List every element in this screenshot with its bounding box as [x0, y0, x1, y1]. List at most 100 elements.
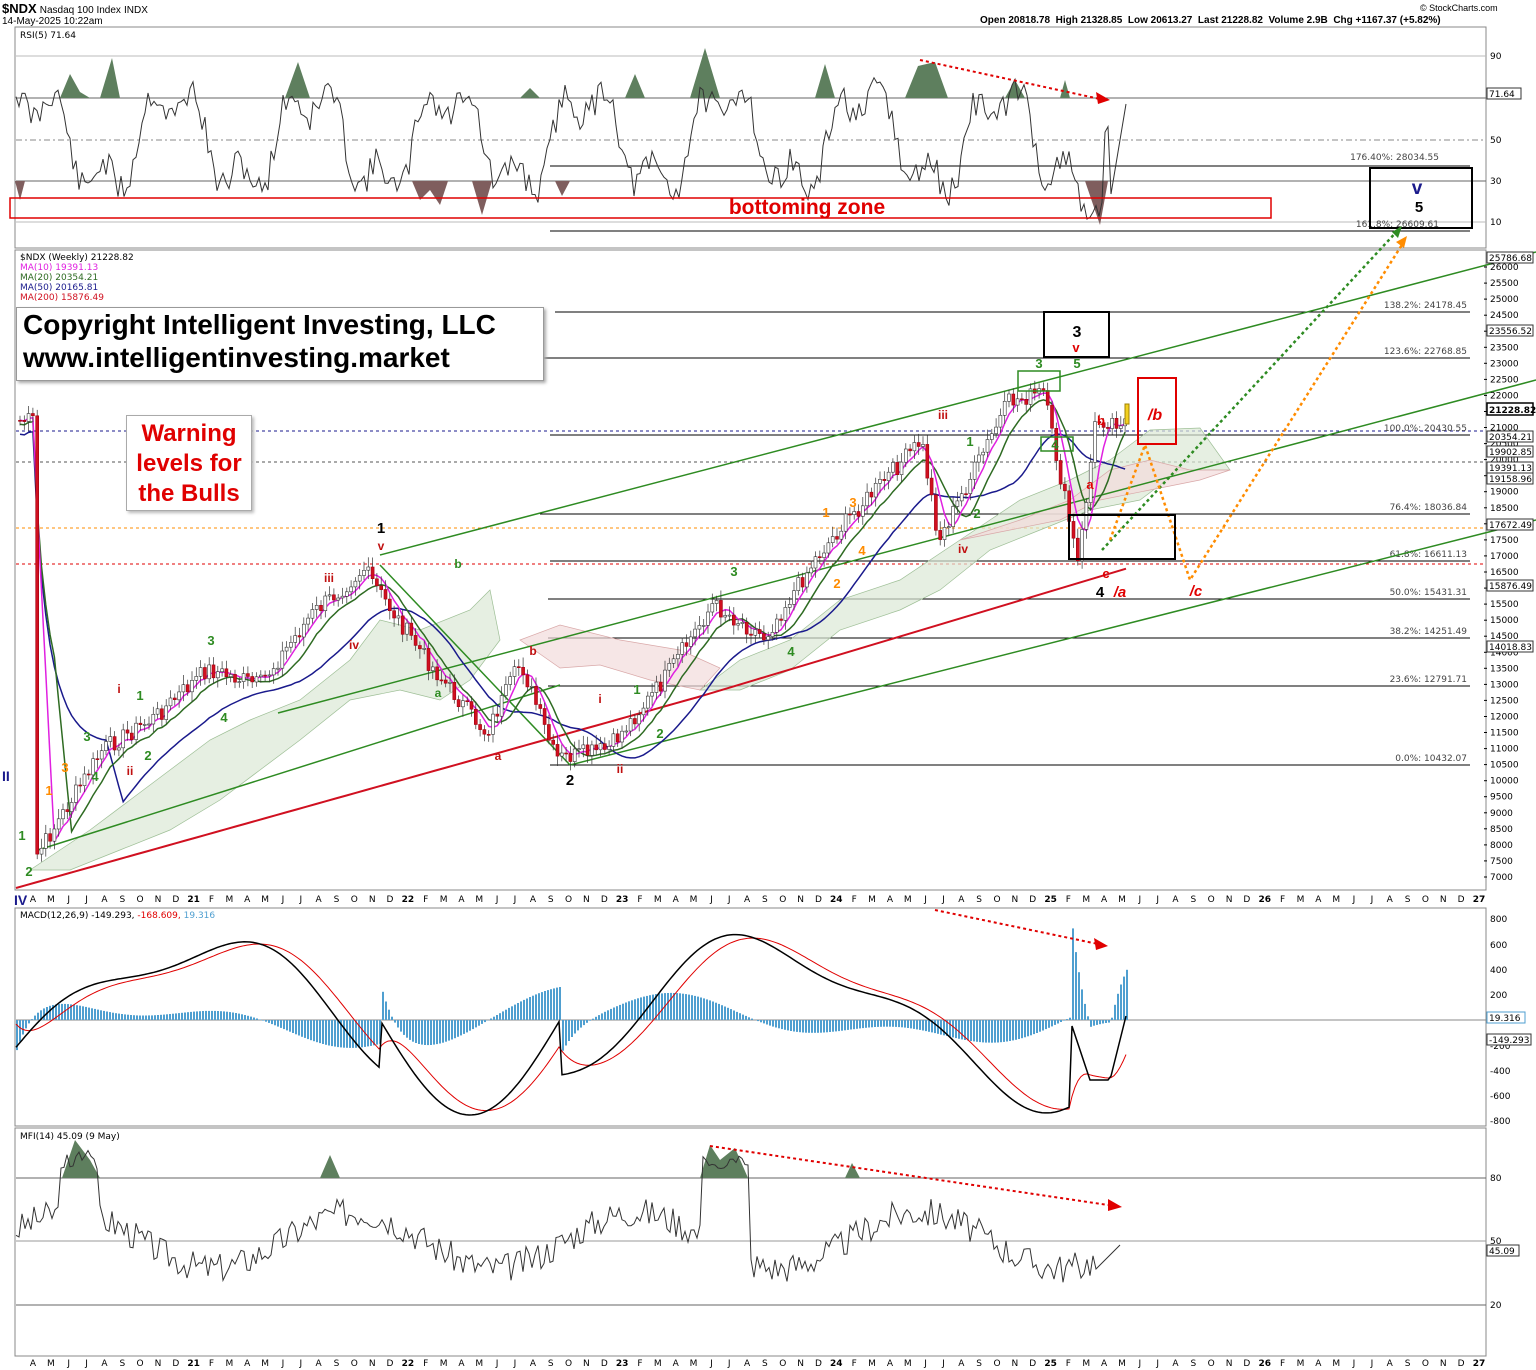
- macd-hist-bar: [148, 1015, 150, 1020]
- macd-hist-bar: [784, 1020, 786, 1030]
- x-tick: O: [351, 895, 358, 905]
- x-tick: 23: [616, 895, 629, 905]
- candle-body: [362, 569, 366, 576]
- macd-hist-bar: [238, 1013, 240, 1020]
- candle-body: [916, 442, 921, 447]
- candle-body: [538, 704, 543, 709]
- macd-tick-m600: -600: [1490, 1092, 1511, 1102]
- macd-hist-bar: [721, 1005, 723, 1020]
- candle-body: [985, 439, 990, 453]
- candle-body: [633, 718, 637, 725]
- macd-hist-bar: [55, 1004, 57, 1020]
- macd-hist-bar: [1087, 1016, 1089, 1020]
- macd-hist-bar: [232, 1012, 234, 1020]
- candle-body: [177, 691, 181, 701]
- macd-hist-bar: [598, 1015, 600, 1020]
- x-tick: O: [993, 895, 1000, 905]
- candle-body: [383, 589, 388, 600]
- candle-body: [134, 722, 138, 740]
- rlabel-l9: 14018.83: [1489, 643, 1532, 653]
- price-tick: 15000: [1490, 616, 1519, 626]
- macd-hist-bar: [613, 1007, 615, 1020]
- wave-a-red-1: a: [495, 749, 502, 763]
- macd-hist-bar: [73, 1004, 75, 1020]
- candle-body: [516, 666, 521, 669]
- x-tick: O: [565, 895, 572, 905]
- candle-body: [817, 556, 822, 559]
- x-tick: O: [137, 895, 144, 905]
- candle-body: [676, 653, 680, 660]
- macd-hist-bar: [553, 988, 555, 1020]
- candle-body: [456, 699, 461, 707]
- macd-hist-bar: [409, 1020, 411, 1040]
- macd-hist-bar: [667, 993, 669, 1020]
- macd-hist-bar: [769, 1020, 771, 1026]
- x-tick: D: [1243, 1359, 1250, 1369]
- wave1-label: 1: [377, 520, 385, 537]
- macd-hist-bar: [115, 1013, 117, 1020]
- macd-tick-400: 400: [1490, 966, 1507, 976]
- macd-hist-bar: [19, 1020, 21, 1042]
- macd-hist-bar: [1060, 1020, 1062, 1022]
- x-tick: M: [440, 1359, 448, 1369]
- candle-body: [934, 494, 938, 531]
- wave-4-green-c: 4: [787, 644, 795, 659]
- x-tick: J: [1137, 895, 1141, 905]
- x-tick: S: [1405, 895, 1411, 905]
- macd-hist-bar: [601, 1013, 603, 1020]
- x-tick: N: [155, 895, 162, 905]
- macd-hist-bar: [418, 1020, 420, 1044]
- macd-hist-bar: [973, 1020, 975, 1042]
- macd-hist-bar: [622, 1003, 624, 1020]
- x-tick: J: [66, 1359, 70, 1369]
- macd-hist-last: 19.316: [1489, 1014, 1521, 1024]
- wave-iii-red-1: iii: [324, 571, 334, 585]
- macd-hist-bar: [934, 1020, 936, 1034]
- x-tick: J: [281, 1359, 285, 1369]
- candle-body: [1114, 417, 1119, 429]
- macd-hist-bar: [1000, 1020, 1002, 1043]
- candle-body: [405, 622, 409, 635]
- macd-hist-bar: [682, 993, 684, 1020]
- candle-body: [749, 633, 753, 636]
- macd-hist-bar: [145, 1015, 147, 1020]
- macd-hist-bar: [559, 987, 561, 1020]
- x-tick: O: [1208, 1359, 1215, 1369]
- candle-body: [52, 828, 57, 842]
- macd-hist-bar: [877, 1020, 879, 1027]
- x-tick: N: [155, 1359, 162, 1369]
- ma200-line: [15, 567, 1127, 889]
- candle-body: [611, 733, 616, 747]
- macd-hist-bar: [85, 1006, 87, 1020]
- macd-hist-bar: [37, 1012, 39, 1020]
- macd-hist-bar: [1054, 1020, 1056, 1025]
- macd-hist-bar: [985, 1020, 987, 1043]
- macd-hist-bar: [319, 1020, 321, 1044]
- candle-body: [370, 566, 375, 579]
- candle-body: [263, 674, 267, 677]
- candle-body: [22, 419, 27, 422]
- macd-hist-bar: [640, 997, 642, 1020]
- x-tick: O: [779, 895, 786, 905]
- macd-hist-bar: [415, 1020, 417, 1043]
- macd-hist-bar: [1120, 984, 1122, 1020]
- candle-body: [151, 713, 156, 725]
- candle-body: [418, 645, 422, 650]
- x-tick: N: [1440, 1359, 1447, 1369]
- candle-body: [796, 577, 801, 591]
- macd-hist-bar: [874, 1020, 876, 1027]
- macd-hist-bar: [847, 1020, 849, 1030]
- price-tick: 17000: [1490, 552, 1519, 562]
- candle-body: [138, 722, 143, 726]
- legend-ma200: MA(200) 15876.49: [20, 293, 104, 303]
- macd-hist-bar: [508, 1007, 510, 1020]
- rsi-tick-50: 50: [1490, 136, 1502, 146]
- macd-hist-bar: [25, 1020, 27, 1029]
- macd-hist-bar: [178, 1013, 180, 1020]
- panel-frames: [14, 26, 1487, 1357]
- macd-hist-bar: [589, 1020, 591, 1021]
- candle-body: [903, 448, 908, 463]
- macd-hist-bar: [130, 1015, 132, 1020]
- macd-hist-bar: [643, 996, 645, 1020]
- candle-body: [688, 636, 693, 647]
